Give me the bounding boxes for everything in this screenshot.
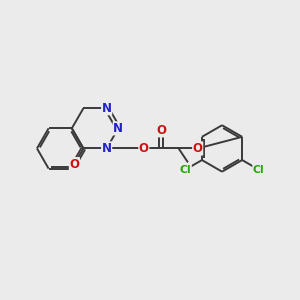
Text: N: N bbox=[102, 102, 112, 115]
Text: N: N bbox=[102, 142, 112, 155]
Text: O: O bbox=[69, 158, 80, 171]
Text: O: O bbox=[139, 142, 149, 155]
Text: O: O bbox=[193, 142, 203, 155]
Text: O: O bbox=[156, 124, 166, 137]
Text: Cl: Cl bbox=[253, 165, 265, 175]
Text: N: N bbox=[113, 122, 123, 135]
Text: Cl: Cl bbox=[180, 165, 191, 175]
